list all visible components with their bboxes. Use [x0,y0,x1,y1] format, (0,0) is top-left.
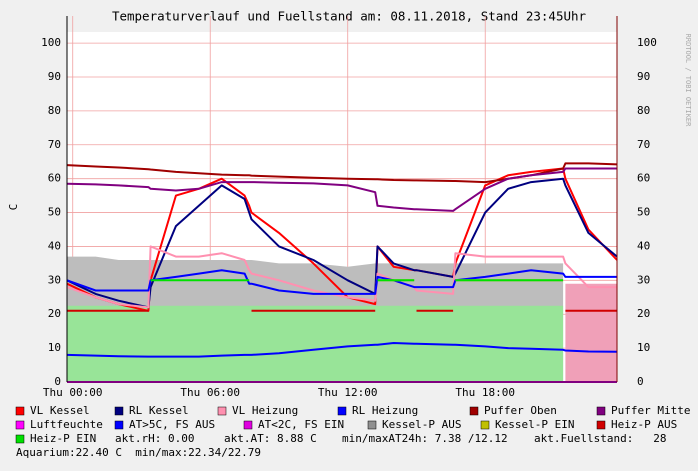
legend-swatch [596,406,606,416]
legend-swatch [469,406,479,416]
x-tick-label: Thu 06:00 [180,386,240,399]
y-axis-label: C [7,204,20,211]
legend-label: Luftfeuchte [30,418,103,431]
legend-label: Kessel-P EIN [495,418,574,431]
series-line [66,167,617,212]
legend-swatch [217,406,227,416]
chart-title: Temperaturverlauf und Fuellstand am: 08.… [112,9,587,24]
legend-note: Aquarium:22.40 C min/max:22.34/22.79 [16,446,261,459]
y2-tick-label: 10 [637,341,650,354]
y-tick-label: 0 [54,375,61,388]
series-line [66,177,618,309]
legend-swatch [243,420,253,430]
y-tick-label: 10 [48,341,61,354]
y-tick-label: 70 [48,138,61,151]
y2-tick-label: 20 [637,307,650,320]
legend-label: AT<2C, FS EIN [258,418,344,431]
legend-swatch [337,406,347,416]
legend-swatch [15,406,25,416]
x-tick-label: Thu 18:00 [455,386,515,399]
y-tick-label: 100 [41,36,61,49]
y-tick-label: 20 [48,307,61,320]
legend-note: akt.AT: 8.88 C [224,432,317,445]
series-line [66,269,617,295]
legend-note: akt.Fuellstand: 28 [534,432,666,445]
area [67,305,564,382]
legend-swatch [114,420,124,430]
legend-label: Kessel-P AUS [382,418,461,431]
x-tick-label: Thu 12:00 [318,386,378,399]
legend-label: VL Heizung [232,404,298,417]
area [565,283,617,382]
legend-swatch [15,420,25,430]
legend-label: Heiz-P AUS [611,418,677,431]
y2-tick-label: 50 [637,206,650,219]
legend-note: akt.rH: 0.00 [115,432,194,445]
y-tick-label: 80 [48,104,61,117]
legend-swatch [367,420,377,430]
y-tick-label: 30 [48,273,61,286]
watermark: RRDTOOL / TOBI OETIKER [684,34,692,128]
y2-tick-label: 40 [637,239,650,252]
legend-label: Puffer Oben [484,404,557,417]
y2-tick-label: 80 [637,104,650,117]
y2-tick-label: 30 [637,273,650,286]
y-tick-label: 60 [48,172,61,185]
series-line [66,342,618,358]
legend-label: RL Heizung [352,404,418,417]
series-line [66,167,618,312]
y2-tick-label: 60 [637,172,650,185]
series-line [66,245,617,309]
y-tick-label: 90 [48,70,61,83]
y2-tick-label: 70 [637,138,650,151]
y2-tick-label: 100 [637,36,657,49]
y-tick-label: 50 [48,206,61,219]
legend-label: AT>5C, FS AUS [129,418,215,431]
legend-swatch [114,406,124,416]
legend-label: RL Kessel [129,404,189,417]
legend-swatch [15,434,25,444]
legend-label: VL Kessel [30,404,90,417]
legend-label: Heiz-P EIN [30,432,96,445]
y-tick-label: 40 [48,239,61,252]
legend-swatch [596,420,606,430]
y2-tick-label: 0 [637,375,644,388]
legend-note: min/maxAT24h: 7.38 /12.12 [342,432,508,445]
legend-swatch [480,420,490,430]
legend-label: Puffer Mitte [611,404,690,417]
y2-tick-label: 90 [637,70,650,83]
x-tick-label: Thu 00:00 [43,386,103,399]
